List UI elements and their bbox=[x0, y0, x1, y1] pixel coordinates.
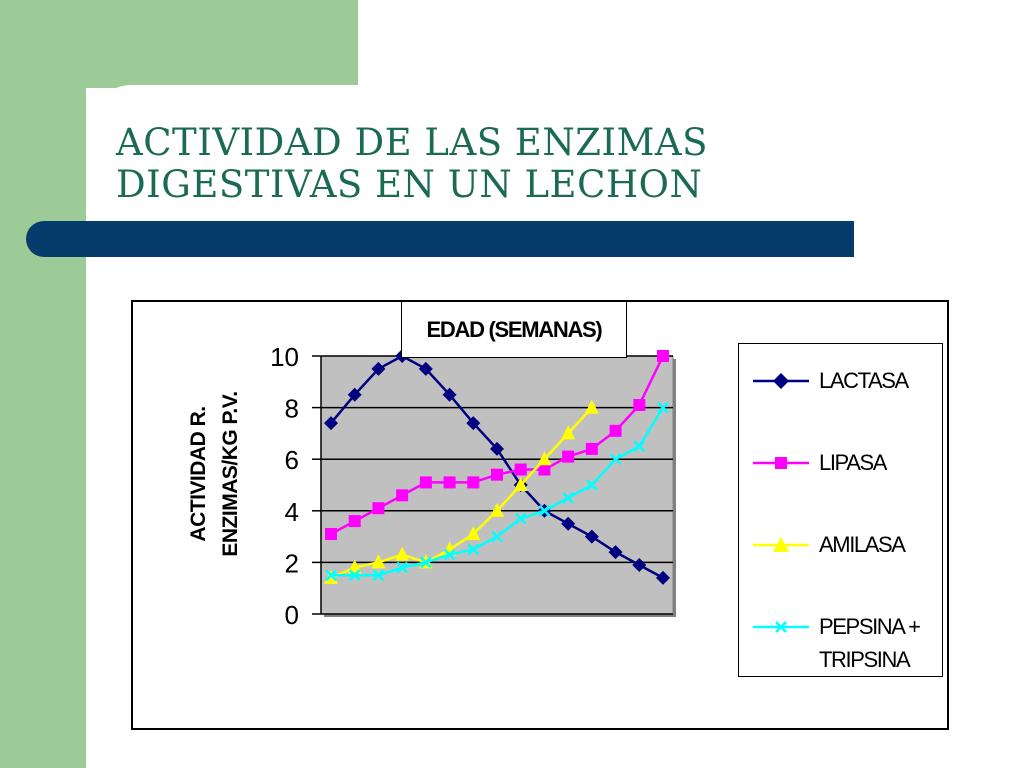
data-point-pepsina-tripsina bbox=[419, 556, 432, 569]
data-point-amilasa bbox=[513, 477, 528, 491]
data-point-lipasa bbox=[609, 424, 622, 437]
y-tick-label: 6 bbox=[285, 445, 299, 475]
data-point-amilasa bbox=[490, 502, 504, 517]
legend-label-lactasa: LACTASA bbox=[819, 368, 909, 393]
y-tick-label: 8 bbox=[285, 394, 299, 424]
data-point-pepsina-tripsina bbox=[443, 548, 456, 561]
data-point-lipasa bbox=[562, 450, 575, 463]
data-point-pepsina-tripsina bbox=[538, 504, 551, 517]
legend-swatch-amilasa bbox=[753, 537, 809, 552]
y-tick-label: 2 bbox=[285, 548, 299, 578]
y-axis-label-line-1: ACTIVIDAD R. bbox=[187, 406, 210, 542]
data-point-lipasa bbox=[325, 528, 337, 541]
y-axis-label-line-2: ENZIMAS/KG P.V. bbox=[219, 391, 242, 557]
legend-swatch-pepsina-tripsina bbox=[753, 621, 809, 633]
data-point-lactasa bbox=[466, 416, 481, 431]
data-point-lipasa bbox=[538, 463, 551, 476]
data-point-lactasa bbox=[324, 416, 338, 431]
data-point-amilasa bbox=[466, 526, 481, 541]
data-point-pepsina-tripsina bbox=[514, 512, 527, 525]
chart-title: EDAD (SEMANAS) bbox=[401, 302, 627, 358]
data-point-pepsina-tripsina bbox=[562, 492, 575, 504]
slide-title-line-2: DIGESTIVAS EN UN LECHON bbox=[116, 163, 703, 206]
data-point-lipasa bbox=[514, 463, 527, 476]
data-point-pepsina-tripsina bbox=[609, 453, 622, 466]
data-point-lipasa bbox=[633, 399, 646, 412]
top-green-band bbox=[0, 0, 358, 88]
title-underline-bar bbox=[26, 221, 854, 257]
legend-label-amilasa: AMILASA bbox=[819, 532, 906, 557]
legend-item-amilasa: AMILASA bbox=[751, 520, 941, 600]
data-point-lipasa bbox=[585, 442, 598, 455]
data-point-lactasa bbox=[584, 529, 599, 544]
y-tick-label: 10 bbox=[270, 342, 299, 372]
y-tick-label: 4 bbox=[285, 497, 299, 527]
data-point-pepsina-tripsina bbox=[585, 479, 598, 491]
data-point-lactasa bbox=[608, 545, 623, 560]
data-point-amilasa bbox=[561, 425, 576, 440]
legend-item-lactasa: LACTASA bbox=[751, 356, 941, 436]
legend-item-lipasa: LIPASA bbox=[751, 438, 941, 518]
sidebar-green-band bbox=[0, 0, 86, 768]
legend-item-pepsina-tripsina: PEPSINA + TRIPSINA bbox=[751, 602, 941, 682]
data-point-lactasa bbox=[347, 387, 362, 402]
data-point-lipasa bbox=[372, 502, 385, 515]
data-point-lipasa bbox=[443, 476, 456, 489]
data-point-lipasa bbox=[491, 468, 503, 481]
plot-area bbox=[320, 355, 674, 615]
data-point-lipasa bbox=[467, 476, 480, 489]
data-point-pepsina-tripsina bbox=[467, 543, 480, 556]
legend-swatch-lactasa bbox=[753, 373, 809, 389]
legend-label-lipasa: LIPASA bbox=[819, 450, 887, 475]
data-point-lactasa bbox=[656, 570, 670, 585]
data-point-amilasa bbox=[584, 399, 599, 414]
data-point-pepsina-tripsina bbox=[372, 569, 385, 582]
data-point-lactasa bbox=[490, 441, 504, 456]
data-point-pepsina-tripsina bbox=[348, 569, 361, 582]
legend-label-pepsina-line-1: PEPSINA + bbox=[819, 614, 921, 639]
data-point-amilasa bbox=[371, 554, 386, 569]
y-axis-label: ACTIVIDAD R. ENZIMAS/KG P.V. bbox=[183, 314, 247, 634]
legend-label-pepsina-line-2: TRIPSINA bbox=[819, 647, 911, 672]
data-point-amilasa bbox=[395, 546, 410, 561]
data-point-pepsina-tripsina bbox=[325, 569, 337, 582]
y-tick-label: 0 bbox=[285, 600, 299, 630]
chart-legend: LACTASA LIPASA AMILASA PEPSINA + TRIPSINA bbox=[738, 343, 943, 677]
data-point-lipasa bbox=[348, 515, 361, 528]
data-point-lipasa bbox=[396, 489, 409, 502]
data-point-lactasa bbox=[632, 557, 647, 572]
data-point-pepsina-tripsina bbox=[396, 561, 409, 574]
data-point-lactasa bbox=[561, 516, 576, 531]
data-point-lipasa bbox=[657, 350, 669, 362]
data-point-lactasa bbox=[371, 361, 386, 376]
data-point-lipasa bbox=[419, 476, 432, 489]
data-point-lactasa bbox=[418, 361, 433, 376]
legend-swatch-lipasa bbox=[753, 457, 809, 469]
data-point-pepsina-tripsina bbox=[633, 440, 646, 453]
legend-label-pepsina-tripsina: PEPSINA + TRIPSINA bbox=[819, 610, 944, 676]
data-point-amilasa bbox=[537, 451, 552, 466]
data-point-pepsina-tripsina bbox=[657, 401, 669, 414]
data-point-lactasa bbox=[442, 387, 457, 402]
slide-title: ACTIVIDAD DE LAS ENZIMAS DIGESTIVAS EN U… bbox=[116, 122, 876, 206]
slide-title-line-1: ACTIVIDAD DE LAS ENZIMAS bbox=[116, 121, 708, 164]
data-point-pepsina-tripsina bbox=[491, 530, 503, 543]
